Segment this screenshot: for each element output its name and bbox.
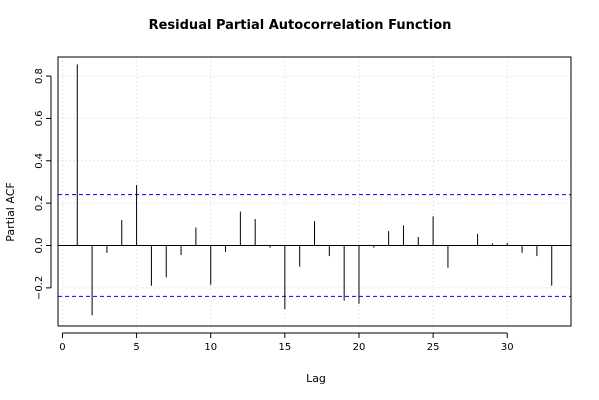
x-tick-label: 10	[204, 342, 217, 353]
confidence-bounds	[58, 194, 571, 297]
y-tick-label: 0.0	[34, 238, 45, 254]
pacf-bars	[76, 64, 553, 316]
x-tick-label: 5	[133, 342, 139, 353]
plot-frame	[57, 56, 572, 327]
grid	[58, 57, 571, 326]
y-tick-label: 0.2	[34, 195, 45, 211]
x-tick-label: 20	[353, 342, 366, 353]
x-axis-label: Lag	[306, 372, 326, 385]
y-tick-label: 0.8	[34, 68, 45, 84]
x-tick-label: 0	[59, 342, 65, 353]
x-tick-label: 30	[501, 342, 514, 353]
y-tick-label: −0.2	[34, 276, 45, 300]
y-axis-label: Partial ACF	[4, 182, 17, 241]
chart-title: Residual Partial Autocorrelation Functio…	[149, 18, 452, 33]
x-tick-label: 15	[278, 342, 291, 353]
y-tick-label: 0.6	[34, 110, 45, 126]
x-tick-label: 25	[427, 342, 440, 353]
y-tick-label: 0.4	[34, 153, 45, 169]
axes: 0 5 10 15 20 25 30 −0.2 0.0 0.2 0.4 0.6 0.8	[34, 68, 514, 353]
